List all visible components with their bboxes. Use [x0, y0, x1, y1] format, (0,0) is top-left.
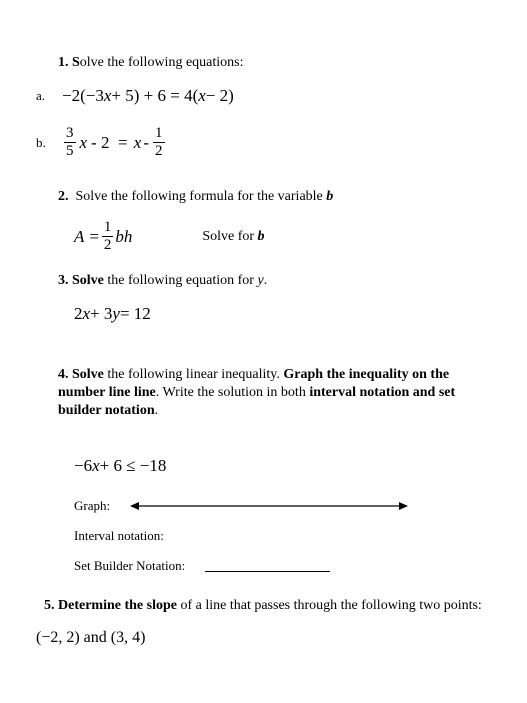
q1-prompt: 1. Solve the following equations: [30, 55, 497, 71]
q5-points: (−2, 2) and (3, 4) [36, 629, 497, 647]
q1a-equation: −2(−3x + 5) + 6 = 4(x − 2) [62, 86, 234, 106]
q4-number: 4. [58, 367, 69, 382]
q1b-letter: b. [36, 135, 48, 151]
q4-graph-label: Graph: [74, 498, 110, 514]
q4-setbuilder-label: Set Builder Notation: [74, 558, 185, 574]
q4-inequality: −6x + 6 ≤ −18 [74, 456, 166, 476]
q3-equation: 2x + 3y = 12 [74, 304, 151, 324]
q5-prompt: 5. Determine the slope of a line that pa… [30, 598, 497, 614]
q1b-frac1: 3 5 [64, 126, 76, 159]
q3-number: 3. [58, 273, 69, 288]
q5-number: 5. [44, 598, 55, 613]
q3-prompt: 3. Solve the following equation for y. [30, 273, 497, 289]
q2-prompt: 2. Solve the following formula for the v… [30, 189, 497, 205]
q4-prompt: 4. Solve the following linear inequality… [30, 366, 497, 421]
blank-line [205, 560, 330, 572]
number-line [130, 499, 408, 513]
q2-frac: 1 2 [102, 220, 114, 253]
q1b-equation: 3 5 x - 2 = x - 1 2 [62, 126, 167, 159]
q2-number: 2. [58, 189, 69, 204]
q1b-frac2: 1 2 [153, 126, 165, 159]
q1-number: 1. [58, 55, 69, 70]
q2-formula: A = 1 2 bh [74, 220, 132, 253]
q2-solvefor: Solve for b [202, 229, 264, 245]
q1a-letter: a. [36, 88, 48, 104]
q4-interval-label: Interval notation: [74, 528, 164, 544]
